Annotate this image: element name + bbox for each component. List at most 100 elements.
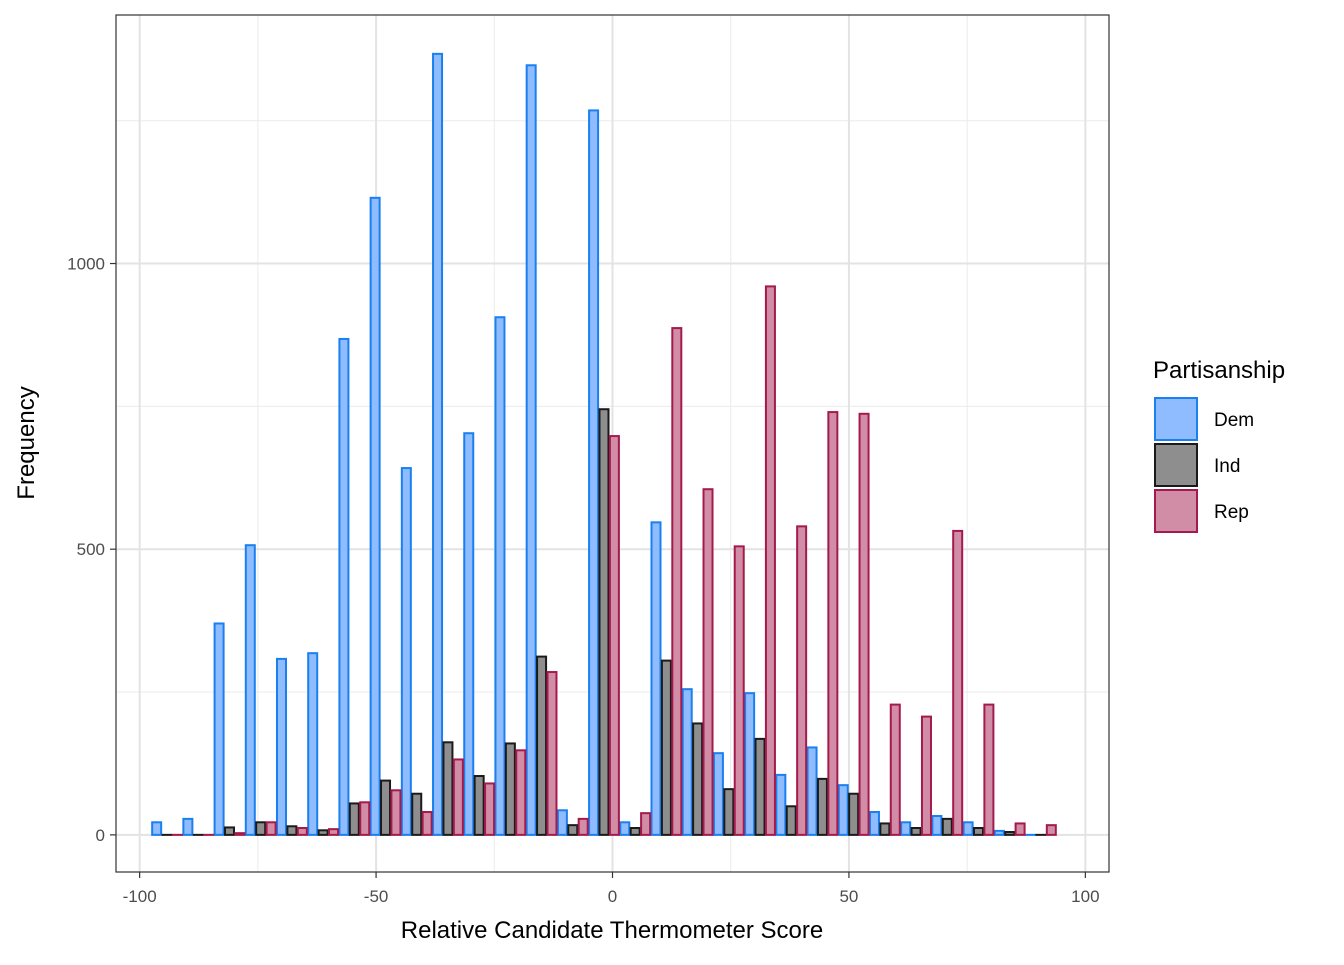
bar-ind	[350, 803, 359, 834]
x-tick-label: -50	[364, 887, 389, 906]
bar-dem	[558, 810, 567, 835]
bar-ind	[724, 789, 733, 835]
bar-rep	[1016, 823, 1025, 834]
x-tick-label: -100	[123, 887, 157, 906]
bar-ind	[443, 742, 452, 835]
legend-title: Partisanship	[1153, 357, 1285, 384]
bar-rep	[329, 829, 338, 835]
bar-dem	[215, 623, 224, 834]
bar-rep	[735, 546, 744, 835]
bar-dem	[839, 785, 848, 835]
bar-dem	[870, 812, 879, 835]
bar-rep	[891, 705, 900, 835]
bar-rep	[672, 328, 681, 835]
bar-ind	[412, 794, 421, 835]
bar-dem	[495, 317, 504, 835]
legend-key-ind	[1155, 444, 1197, 486]
bar-rep	[922, 717, 931, 835]
bar-rep	[579, 819, 588, 835]
x-tick-label: 100	[1071, 887, 1099, 906]
y-axis-ticks: 0 500 1000	[67, 255, 116, 845]
bar-dem	[745, 693, 754, 835]
legend-items: Dem Ind Rep	[1155, 398, 1254, 532]
bar-rep	[235, 833, 244, 835]
bar-ind	[662, 661, 671, 835]
bar-rep	[828, 412, 837, 835]
bar-dem	[277, 659, 286, 835]
bar-ind	[506, 743, 515, 834]
bar-rep	[953, 531, 962, 835]
x-axis-title: Relative Candidate Thermometer Score	[401, 917, 823, 944]
y-tick-label: 1000	[67, 255, 105, 274]
bar-rep	[641, 813, 650, 835]
series-dem	[152, 54, 1035, 835]
bar-ind	[319, 830, 328, 835]
bar-rep	[984, 705, 993, 835]
bar-rep	[610, 436, 619, 835]
x-tick-label: 0	[608, 887, 617, 906]
legend: Partisanship Dem Ind Rep	[1153, 357, 1285, 532]
bar-rep	[547, 672, 556, 835]
legend-key-rep	[1155, 490, 1197, 532]
bar-dem	[152, 822, 161, 835]
x-tick-label: 50	[839, 887, 858, 906]
bar-rep	[391, 790, 400, 835]
legend-label-ind: Ind	[1214, 456, 1240, 477]
y-tick-label: 500	[77, 540, 105, 559]
bar-ind	[880, 823, 889, 834]
y-axis-title: Frequency	[13, 386, 40, 499]
bar-dem	[183, 819, 192, 835]
bar-ind	[537, 657, 546, 835]
bar-rep	[797, 526, 806, 835]
bar-ind	[475, 776, 484, 835]
bar-ind	[787, 806, 796, 835]
bar-ind	[849, 794, 858, 835]
bar-rep	[1047, 825, 1056, 835]
bar-dem	[776, 775, 785, 835]
bar-dem	[964, 822, 973, 835]
bar-rep	[454, 759, 463, 834]
legend-label-rep: Rep	[1214, 502, 1249, 523]
y-tick-label: 0	[96, 826, 105, 845]
bar-ind	[599, 409, 608, 835]
bar-ind	[631, 828, 640, 835]
bar-rep	[766, 286, 775, 834]
bar-ind	[974, 828, 983, 835]
bar-ind	[381, 781, 390, 835]
bar-dem	[371, 198, 380, 835]
bar-dem	[714, 753, 723, 835]
bar-rep	[360, 802, 369, 835]
bar-ind	[256, 822, 265, 835]
bar-ind	[943, 819, 952, 835]
bar-dem	[932, 816, 941, 835]
legend-key-dem	[1155, 398, 1197, 440]
bar-dem	[464, 433, 473, 835]
bar-rep	[704, 489, 713, 835]
bar-ind	[568, 825, 577, 835]
bar-dem	[308, 653, 317, 835]
bar-dem	[901, 822, 910, 835]
x-axis-ticks: -100 -50 0 50 100	[123, 872, 1100, 906]
bar-dem	[652, 522, 661, 835]
bar-dem	[246, 545, 255, 835]
bar-ind	[912, 828, 921, 835]
bar-rep	[860, 414, 869, 835]
bar-dem	[683, 689, 692, 835]
bar-dem	[402, 468, 411, 835]
legend-label-dem: Dem	[1214, 410, 1254, 431]
series-ind	[163, 409, 1046, 835]
bar-ind	[756, 739, 765, 835]
bar-rep	[267, 822, 276, 835]
bar-ind	[1005, 832, 1014, 835]
bar-ind	[225, 827, 234, 834]
bar-dem	[808, 747, 817, 834]
bar-ind	[693, 723, 702, 834]
bar-dem	[433, 54, 442, 835]
bar-ind	[287, 826, 296, 835]
bar-rep	[485, 783, 494, 834]
bar-dem	[995, 831, 1004, 835]
bar-dem	[527, 65, 536, 835]
bar-dem	[589, 110, 598, 834]
bar-dem	[620, 822, 629, 835]
